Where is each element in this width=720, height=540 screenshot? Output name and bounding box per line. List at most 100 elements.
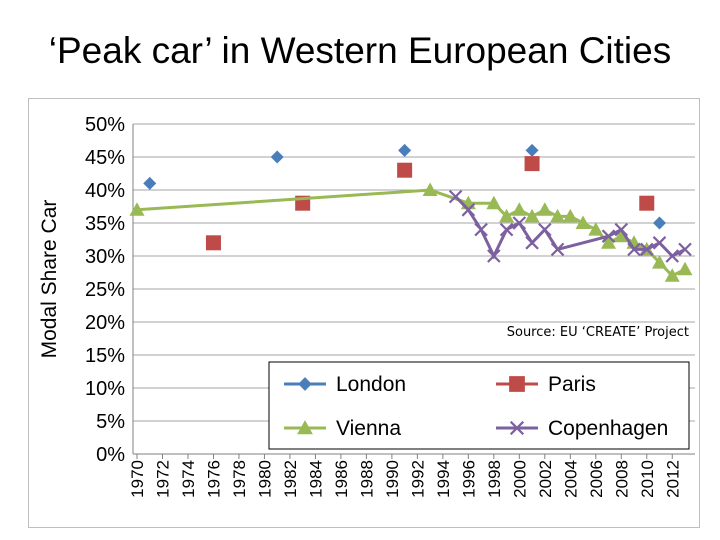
data-point-vienna — [588, 222, 604, 236]
data-point-vienna — [677, 261, 693, 276]
data-point-vienna — [550, 208, 566, 223]
data-point-copenhagen — [538, 222, 552, 237]
data-point-vienna — [499, 208, 515, 223]
y-tick-label: 20% — [85, 312, 125, 334]
x-stroke — [509, 420, 525, 436]
data-point-vienna — [524, 208, 540, 223]
data-point-copenhagen — [665, 249, 680, 263]
x-tick-label: 2012 — [663, 460, 682, 498]
legend: London Paris Vienna Copenhagen — [268, 361, 690, 450]
legend-label: Vienna — [336, 417, 401, 440]
data-point-copenhagen — [601, 229, 616, 243]
x-tick-label: 1978 — [230, 460, 249, 498]
x-tick-label: 1988 — [357, 460, 376, 498]
x-tick-label: 1972 — [153, 460, 172, 498]
legend-marker — [298, 377, 312, 391]
series-vienna — [129, 182, 693, 282]
x-tick-label: 2010 — [638, 460, 657, 498]
series-copenhagen — [448, 189, 692, 263]
data-point-paris — [639, 195, 655, 211]
x-stroke — [461, 203, 476, 217]
series-line-copenhagen — [454, 195, 686, 260]
x-stroke — [499, 222, 514, 237]
y-tick-label: 10% — [85, 378, 125, 400]
series-layer — [129, 143, 693, 282]
x-stroke — [487, 249, 501, 263]
legend-item-vienna: Vienna — [284, 417, 401, 440]
x-stroke — [627, 242, 641, 257]
data-point-vienna — [652, 255, 668, 269]
data-point-vienna — [664, 268, 680, 282]
y-tick-label: 30% — [85, 246, 125, 268]
x-tick-label: 1990 — [383, 460, 402, 498]
data-point-paris — [524, 156, 540, 172]
data-point-copenhagen — [525, 236, 539, 250]
x-tick-label: 1970 — [128, 460, 147, 498]
data-point-copenhagen — [627, 242, 641, 257]
legend-label: Copenhagen — [548, 417, 668, 440]
x-tick-label: 1984 — [306, 460, 325, 498]
x-tick-label: 2008 — [612, 460, 631, 498]
x-tick-label: 2004 — [561, 460, 580, 498]
x-stroke — [474, 222, 488, 237]
x-tick-label: 1986 — [332, 460, 351, 498]
y-axis-title: Modal Share Car — [38, 200, 61, 359]
y-tick-label: 0% — [96, 444, 125, 466]
x-tick-label: 1976 — [204, 460, 223, 498]
x-tick-label: 1982 — [281, 460, 300, 498]
series-line-vienna — [136, 188, 686, 278]
legend-item-paris: Paris — [496, 373, 596, 396]
legend-marker — [509, 376, 525, 392]
data-point-vienna — [613, 228, 629, 243]
y-tick-label: 25% — [85, 279, 125, 301]
chart-svg: 0% 5% 10% 15% 20% 25% 30% 35% 40% 45% 50% 1970 1972 1… — [38, 114, 695, 498]
data-point-copenhagen — [499, 222, 514, 237]
data-point-copenhagen — [487, 249, 501, 263]
data-point-copenhagen — [652, 236, 667, 250]
x-tick-label: 1998 — [485, 460, 504, 498]
data-point-copenhagen — [550, 242, 565, 257]
x-tick-label: 1974 — [179, 460, 198, 498]
y-tick-label: 5% — [96, 411, 125, 433]
data-point-london — [143, 176, 157, 190]
data-point-vienna — [511, 202, 527, 216]
data-point-vienna — [129, 202, 145, 216]
x-tick-label: 2000 — [510, 460, 529, 498]
y-tick-label: 50% — [85, 114, 125, 136]
x-tick-label: 2002 — [536, 460, 555, 498]
x-tick-label: 1980 — [255, 460, 274, 498]
data-point-paris — [397, 162, 413, 178]
legend-item-copenhagen: Copenhagen — [496, 417, 668, 440]
legend-marker — [297, 420, 313, 435]
series-london — [143, 143, 667, 230]
data-point-copenhagen — [639, 242, 654, 257]
x-tick-label: 2006 — [587, 460, 606, 498]
x-stroke — [512, 216, 527, 230]
data-point-copenhagen — [461, 203, 476, 217]
x-stroke — [550, 242, 565, 257]
data-point-vienna — [562, 208, 578, 223]
data-point-london — [525, 143, 539, 157]
axes-layer: 0% 5% 10% 15% 20% 25% 30% 35% 40% 45% 50% 1970 1972 1… — [38, 114, 695, 498]
data-point-london — [270, 150, 284, 164]
x-stroke — [665, 249, 680, 263]
x-stroke — [538, 222, 552, 237]
y-tick-label: 40% — [85, 180, 125, 202]
legend-label: Paris — [548, 373, 596, 396]
legend-label: London — [336, 373, 406, 396]
data-point-copenhagen — [678, 242, 692, 257]
data-point-vienna — [422, 182, 438, 196]
data-point-london — [398, 143, 412, 157]
data-point-vienna — [575, 215, 591, 229]
x-stroke — [525, 236, 539, 250]
series-paris — [205, 156, 655, 251]
data-point-vienna — [601, 235, 617, 249]
chart-frame: 0% 5% 10% 15% 20% 25% 30% 35% 40% 45% 50% 1970 1972 1… — [28, 98, 700, 528]
x-tick-label: 1994 — [434, 460, 453, 498]
data-point-vienna — [486, 195, 502, 210]
legend-marker — [509, 420, 525, 436]
x-tick-label: 1996 — [459, 460, 478, 498]
source-annotation: Source: EU ‘CREATE’ Project — [507, 325, 689, 340]
data-point-london — [653, 216, 667, 230]
x-stroke — [678, 242, 692, 257]
